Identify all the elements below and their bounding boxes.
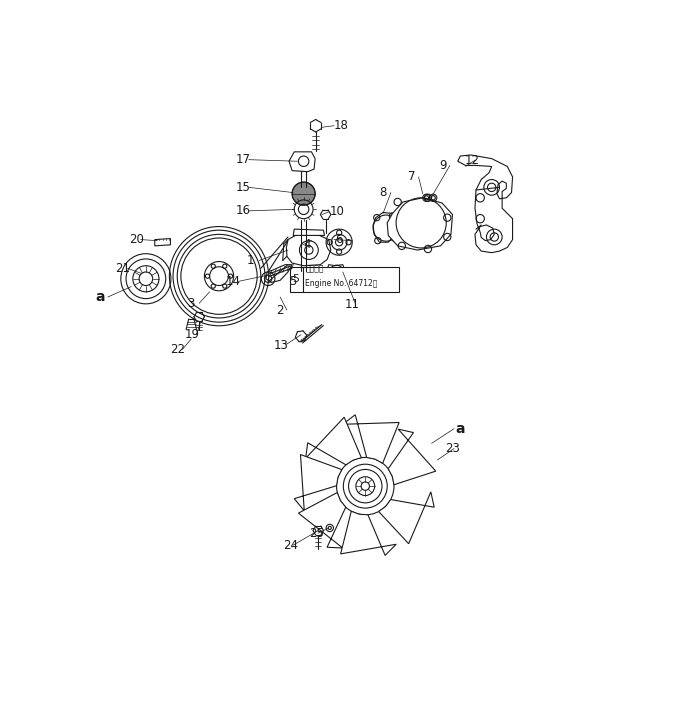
- Text: 9: 9: [439, 159, 447, 172]
- Text: 5: 5: [293, 274, 299, 284]
- Text: 14: 14: [225, 275, 241, 288]
- Text: 19: 19: [185, 328, 200, 341]
- Circle shape: [292, 182, 315, 205]
- Polygon shape: [266, 265, 292, 282]
- Text: 1: 1: [246, 254, 253, 267]
- Text: 3: 3: [187, 297, 195, 310]
- Text: 13: 13: [274, 338, 288, 352]
- Text: 20: 20: [129, 233, 144, 246]
- Text: 11: 11: [344, 298, 359, 312]
- Text: a: a: [96, 290, 105, 304]
- Text: 15: 15: [236, 181, 251, 194]
- Text: 16: 16: [236, 204, 251, 218]
- Text: 21: 21: [116, 262, 131, 274]
- Polygon shape: [340, 511, 396, 555]
- Text: Engine No. 64712～: Engine No. 64712～: [305, 279, 377, 288]
- Text: 22: 22: [171, 343, 185, 356]
- Polygon shape: [305, 417, 361, 465]
- Polygon shape: [458, 155, 513, 253]
- Polygon shape: [373, 213, 396, 242]
- Text: 24: 24: [283, 538, 298, 552]
- Polygon shape: [289, 152, 315, 172]
- Text: 7: 7: [408, 171, 416, 183]
- Text: 6: 6: [335, 233, 342, 246]
- Polygon shape: [387, 198, 452, 250]
- Text: 適用号機: 適用号機: [305, 264, 324, 273]
- Polygon shape: [286, 234, 331, 266]
- Text: 23: 23: [445, 442, 460, 455]
- FancyBboxPatch shape: [290, 267, 399, 292]
- Text: 18: 18: [334, 119, 349, 132]
- Text: 12: 12: [464, 154, 479, 166]
- Polygon shape: [293, 229, 325, 235]
- Text: 5: 5: [290, 275, 297, 288]
- Text: 2: 2: [276, 303, 284, 317]
- Text: 25: 25: [309, 526, 324, 540]
- Polygon shape: [327, 265, 346, 279]
- Polygon shape: [295, 454, 342, 511]
- Text: a: a: [455, 422, 464, 436]
- Polygon shape: [379, 492, 434, 544]
- Polygon shape: [299, 493, 346, 548]
- Text: 10: 10: [330, 206, 344, 218]
- Circle shape: [204, 262, 234, 291]
- Text: 4: 4: [303, 238, 311, 251]
- Polygon shape: [343, 415, 399, 463]
- Text: 8: 8: [379, 186, 387, 199]
- Polygon shape: [388, 429, 436, 485]
- Text: 17: 17: [236, 153, 251, 166]
- Polygon shape: [155, 239, 171, 246]
